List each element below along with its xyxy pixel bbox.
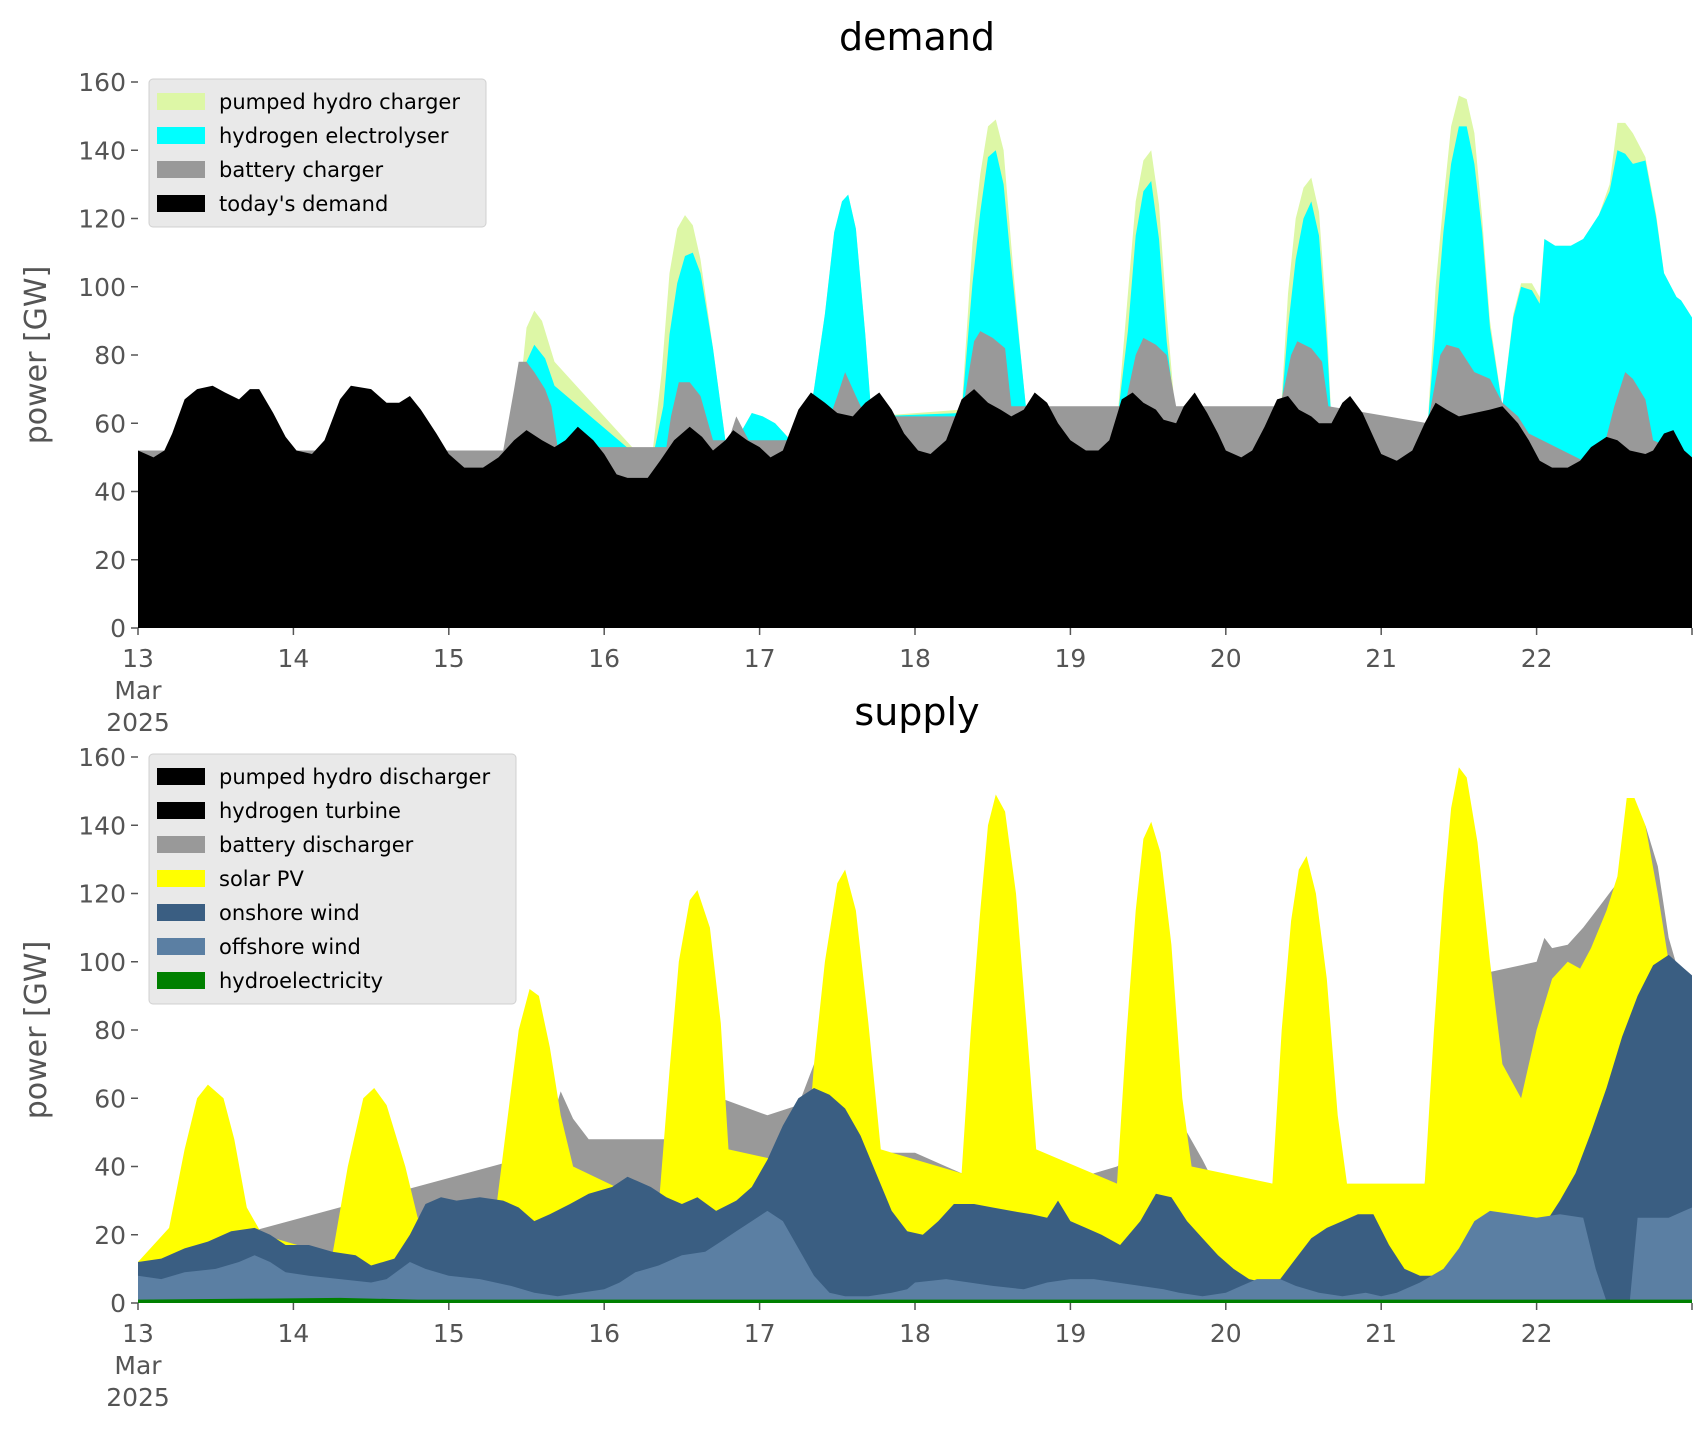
area-series-group (138, 767, 1692, 1303)
y-tick-label: 140 (78, 136, 126, 165)
area-onshore-wind (138, 954, 1692, 1303)
x-tick-label: 18 (899, 644, 931, 673)
legend-label: pumped hydro charger (219, 90, 460, 114)
x-tick-label: 13 (122, 1319, 154, 1348)
x-tick-sublabel: Mar (114, 1351, 162, 1380)
y-tick-label: 140 (78, 811, 126, 840)
x-tick-label: 22 (1521, 644, 1553, 673)
chart-title: demand (839, 15, 995, 59)
y-axis-label: power [GW] (19, 266, 54, 445)
x-tick-label: 18 (899, 1319, 931, 1348)
supply-chart: supply power [GW] 0 20 40 60 80 100 120 140 160 1… (19, 690, 1693, 1412)
legend-label: solar PV (219, 867, 304, 891)
legend-label: hydrogen turbine (219, 799, 401, 823)
legend-swatch (157, 938, 205, 955)
area-series-group (138, 95, 1692, 629)
area-today-s-demand (138, 385, 1692, 628)
legend-label: offshore wind (219, 935, 361, 959)
legend-swatch (157, 161, 205, 178)
y-tick-label: 20 (94, 546, 126, 575)
y-tick-label: 0 (110, 614, 126, 643)
legend-swatch (157, 972, 205, 989)
legend-swatch (157, 93, 205, 110)
x-tick-label: 22 (1521, 1319, 1553, 1348)
x-tick-label: 14 (277, 644, 309, 673)
legend-swatch (157, 768, 205, 785)
x-tick-label: 15 (433, 1319, 465, 1348)
legend: pumped hydro discharger hydrogen turbine b… (148, 753, 517, 1005)
x-tick-label: 21 (1365, 1319, 1397, 1348)
x-tick-label: 17 (744, 644, 776, 673)
y-tick-label: 80 (94, 1016, 126, 1045)
area-hydroelectricity (138, 1297, 1692, 1303)
x-tick-label: 20 (1210, 644, 1242, 673)
area-offshore-wind (138, 1207, 1692, 1303)
x-tick-label: 17 (744, 1319, 776, 1348)
y-tick-label: 160 (78, 743, 126, 772)
y-tick-label: 120 (78, 880, 126, 909)
axes: 0 20 40 60 80 100 120 140 160 13 Mar 2025 14 15 16 17 18… (78, 68, 1693, 737)
legend-label: pumped hydro discharger (219, 765, 490, 789)
x-tick-label: 21 (1365, 644, 1397, 673)
y-tick-label: 80 (94, 341, 126, 370)
legend-box (148, 78, 487, 228)
y-tick-label: 60 (94, 409, 126, 438)
x-tick-label: 14 (277, 1319, 309, 1348)
legend-swatch (157, 836, 205, 853)
legend-swatch (157, 195, 205, 212)
x-tick-sublabel: 2025 (106, 1383, 170, 1412)
legend-label: today's demand (219, 192, 388, 216)
y-tick-label: 100 (78, 948, 126, 977)
y-tick-label: 100 (78, 273, 126, 302)
y-tick-label: 40 (94, 478, 126, 507)
x-tick-sublabel: 2025 (106, 708, 170, 737)
legend-box (148, 753, 517, 1005)
legend-label: battery charger (219, 158, 384, 182)
x-tick-label: 13 (122, 644, 154, 673)
x-tick-label: 16 (588, 644, 620, 673)
y-tick-label: 40 (94, 1153, 126, 1182)
axes: 0 20 40 60 80 100 120 140 160 13 Mar 2025 14 15 16 17 18… (78, 743, 1693, 1412)
demand-chart: demand power [GW] 0 20 40 60 80 100 120 140 160 1… (19, 15, 1693, 737)
y-tick-label: 0 (110, 1289, 126, 1318)
legend-swatch (157, 802, 205, 819)
legend-swatch (157, 870, 205, 887)
x-tick-label: 15 (433, 644, 465, 673)
x-tick-label: 16 (588, 1319, 620, 1348)
x-tick-label: 20 (1210, 1319, 1242, 1348)
y-tick-label: 160 (78, 68, 126, 97)
legend-swatch (157, 904, 205, 921)
legend-label: onshore wind (219, 901, 360, 925)
legend-label: battery discharger (219, 833, 414, 857)
legend-label: hydrogen electrolyser (219, 124, 449, 148)
x-tick-label: 19 (1054, 644, 1086, 673)
y-tick-label: 60 (94, 1084, 126, 1113)
y-axis-label: power [GW] (19, 941, 54, 1120)
x-tick-sublabel: Mar (114, 676, 162, 705)
legend-swatch (157, 127, 205, 144)
y-tick-label: 120 (78, 205, 126, 234)
legend: pumped hydro charger hydrogen electrolyse… (148, 78, 487, 228)
y-tick-label: 20 (94, 1221, 126, 1250)
x-tick-label: 19 (1054, 1319, 1086, 1348)
legend-label: hydroelectricity (219, 969, 383, 993)
chart-title: supply (854, 690, 979, 734)
area-solar-pv (138, 767, 1692, 1303)
